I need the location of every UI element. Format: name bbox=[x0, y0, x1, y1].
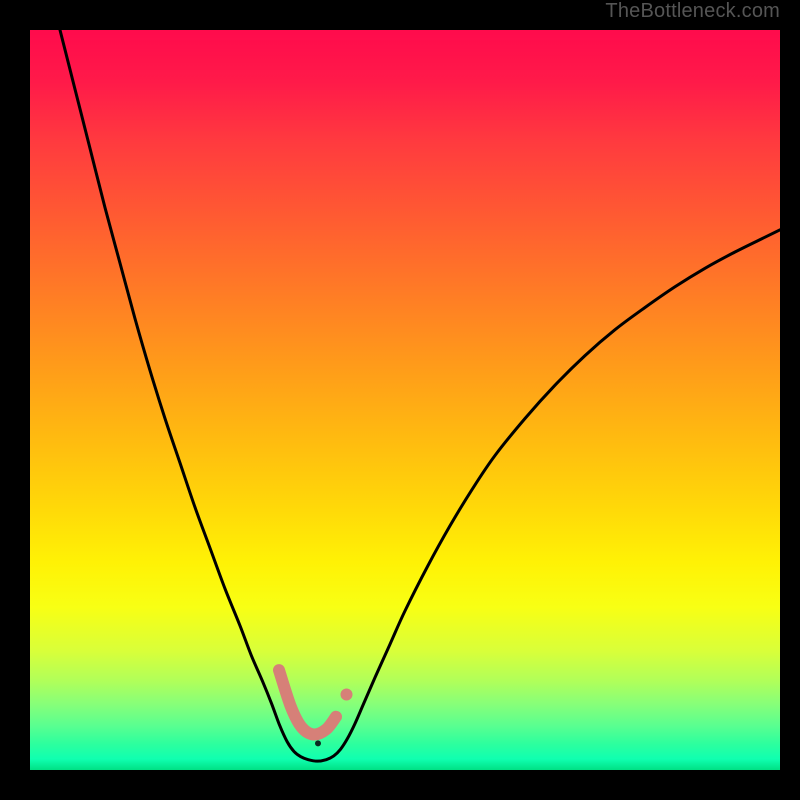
chart-container: TheBottleneck.com bbox=[0, 0, 800, 800]
dip-center-dot bbox=[315, 740, 321, 746]
watermark-text: TheBottleneck.com bbox=[605, 0, 780, 23]
v-curve-svg bbox=[30, 30, 780, 770]
bottleneck-curve bbox=[60, 30, 780, 761]
dip-marker-dot bbox=[341, 689, 353, 701]
dip-marker-segment-1 bbox=[279, 670, 336, 734]
plot-area bbox=[30, 30, 780, 770]
